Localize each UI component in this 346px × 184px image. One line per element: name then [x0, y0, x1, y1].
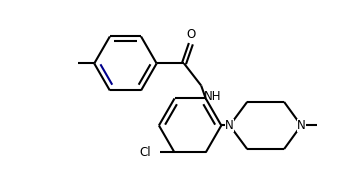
- Text: Cl: Cl: [140, 146, 151, 159]
- Text: O: O: [186, 28, 195, 41]
- Text: NH: NH: [204, 90, 222, 103]
- Text: N: N: [297, 119, 306, 132]
- Text: N: N: [225, 119, 234, 132]
